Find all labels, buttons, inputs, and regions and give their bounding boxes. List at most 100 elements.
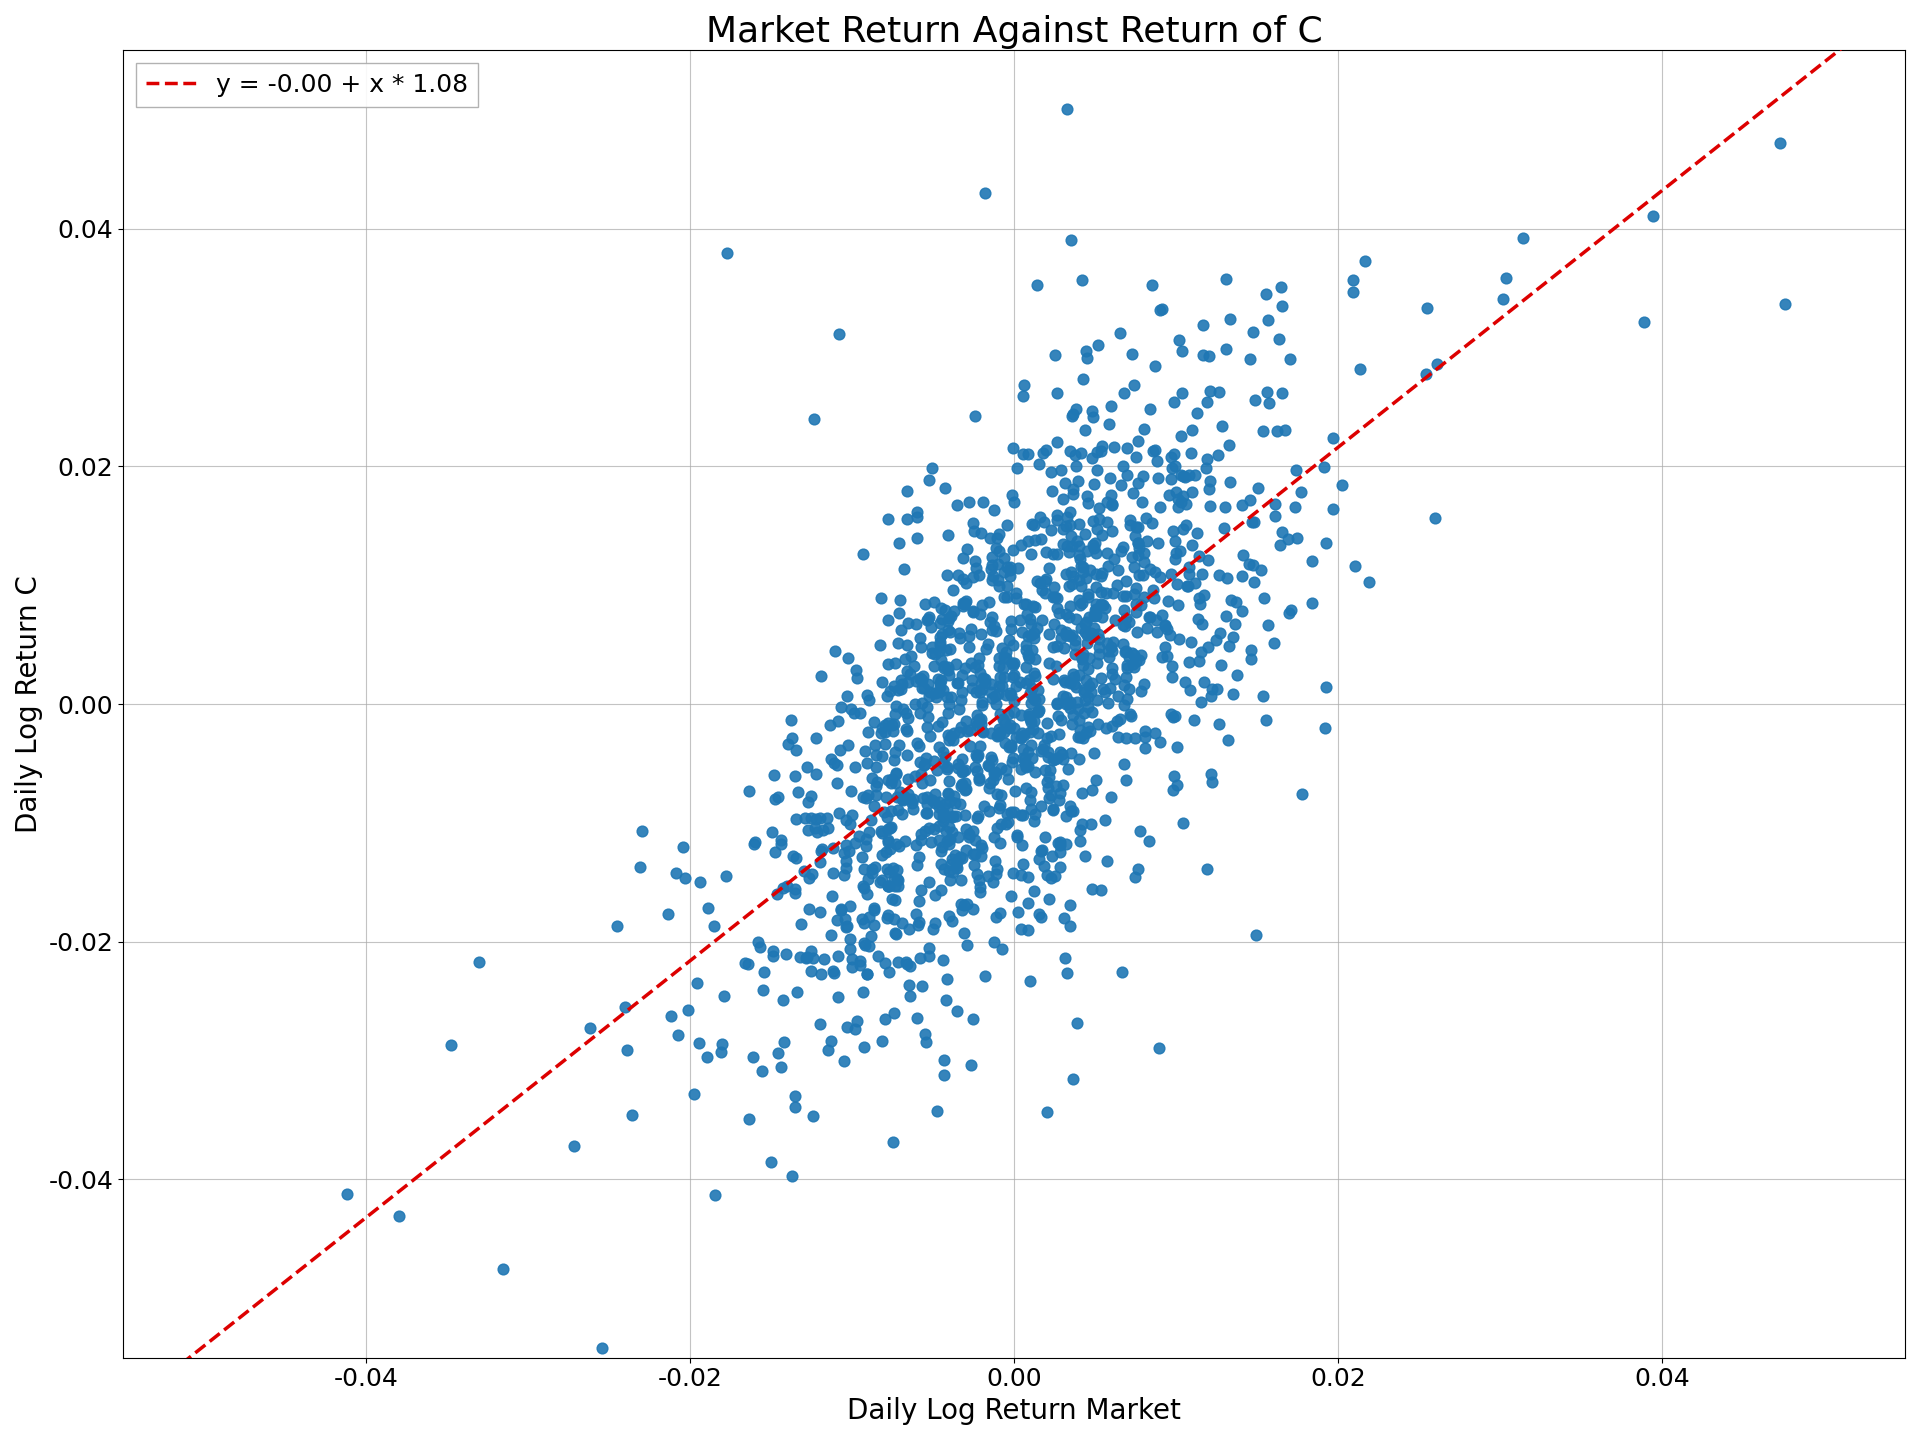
Point xyxy=(945,893,975,916)
Point xyxy=(816,747,847,770)
Point xyxy=(966,707,996,730)
Point xyxy=(1029,733,1060,756)
Point xyxy=(1169,492,1200,516)
Point xyxy=(989,665,1020,688)
Point xyxy=(866,671,897,694)
Point xyxy=(975,746,1006,769)
Point xyxy=(1006,727,1037,750)
Point xyxy=(1250,282,1281,305)
Point xyxy=(1035,461,1066,484)
Point xyxy=(1156,456,1187,480)
Point xyxy=(1010,672,1041,696)
Point xyxy=(889,785,920,808)
Point xyxy=(925,625,956,648)
Point xyxy=(847,543,877,566)
Point xyxy=(849,785,879,808)
Point xyxy=(1183,544,1213,567)
Point xyxy=(1121,576,1152,599)
Point xyxy=(1023,700,1054,723)
Point xyxy=(1068,592,1098,615)
Point xyxy=(1073,658,1104,681)
Point xyxy=(762,883,793,906)
Point xyxy=(1158,520,1188,543)
Point xyxy=(760,788,791,811)
Point xyxy=(958,518,989,541)
Point xyxy=(981,906,1012,929)
Point xyxy=(1173,651,1204,674)
Point xyxy=(960,755,991,778)
Point xyxy=(1096,492,1127,516)
Point xyxy=(916,635,947,658)
Legend: y = -0.00 + x * 1.08: y = -0.00 + x * 1.08 xyxy=(136,63,478,107)
Point xyxy=(1181,402,1212,425)
Point xyxy=(820,962,851,985)
Point xyxy=(887,804,918,827)
Point xyxy=(1069,688,1100,711)
Point xyxy=(1242,477,1273,500)
Point xyxy=(937,910,968,933)
Point xyxy=(950,816,981,840)
Point xyxy=(785,946,816,969)
Point xyxy=(1018,677,1048,700)
Point xyxy=(879,867,910,890)
Point xyxy=(906,691,937,714)
Point xyxy=(939,844,970,867)
Point xyxy=(847,845,877,868)
Point xyxy=(1006,864,1037,887)
Point xyxy=(1014,919,1044,942)
Point xyxy=(1031,541,1062,564)
Point xyxy=(1031,567,1062,590)
Point xyxy=(868,844,899,867)
Point xyxy=(1183,608,1213,631)
Point xyxy=(849,933,879,956)
Point xyxy=(885,589,916,612)
Point xyxy=(918,590,948,613)
Point xyxy=(1068,648,1098,671)
Point xyxy=(943,756,973,779)
Point xyxy=(872,711,902,734)
Point xyxy=(1006,834,1037,857)
Point xyxy=(1079,472,1110,495)
Point xyxy=(1046,626,1077,649)
Point xyxy=(1202,677,1233,700)
Point xyxy=(874,874,904,897)
Point xyxy=(924,714,954,737)
Point xyxy=(866,717,897,740)
Point xyxy=(1200,628,1231,651)
Point xyxy=(975,557,1006,580)
Point xyxy=(966,834,996,857)
Point xyxy=(1096,635,1127,658)
Point xyxy=(1044,834,1075,857)
Point xyxy=(906,828,937,851)
Point xyxy=(924,815,954,838)
Point xyxy=(1167,382,1198,405)
Point xyxy=(973,776,1004,799)
Point xyxy=(849,1035,879,1058)
Point xyxy=(1108,613,1139,636)
Point xyxy=(1281,459,1311,482)
Point xyxy=(933,701,964,724)
Point xyxy=(1507,228,1538,251)
Point xyxy=(793,945,824,968)
Point xyxy=(1177,631,1208,654)
Point xyxy=(925,852,956,876)
Point xyxy=(1096,657,1127,680)
Point xyxy=(881,762,912,785)
Point xyxy=(799,946,829,969)
Point xyxy=(1206,621,1236,644)
Point xyxy=(733,779,764,802)
Point xyxy=(954,734,985,757)
Point xyxy=(1150,615,1181,638)
Point xyxy=(1035,724,1066,747)
Point xyxy=(866,721,897,744)
Point xyxy=(1058,703,1089,726)
Point xyxy=(747,1060,778,1083)
Point xyxy=(1033,766,1064,789)
Point xyxy=(1296,549,1327,572)
Point xyxy=(979,615,1010,638)
Point xyxy=(831,808,862,831)
Point xyxy=(1041,586,1071,609)
Point xyxy=(908,786,939,809)
Point xyxy=(874,652,904,675)
Point xyxy=(935,603,966,626)
